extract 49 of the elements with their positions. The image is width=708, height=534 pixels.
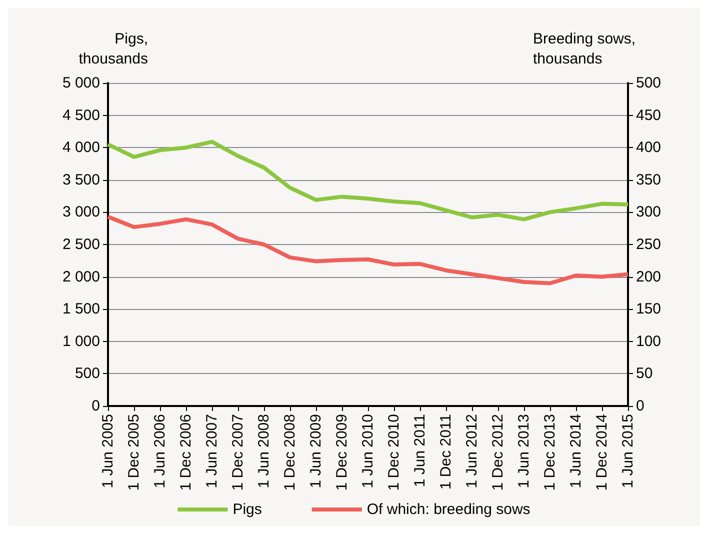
x-tick-label: 1 Dec 2006	[178, 414, 194, 491]
x-tick-label: 1 Jun 2013	[516, 414, 532, 488]
x-tick-label: 1 Jun 2009	[308, 414, 324, 488]
y2-tick-label: 400	[636, 139, 662, 156]
x-tick-label: 1 Jun 2014	[568, 414, 584, 488]
y2-axis-title: Breeding sows, thousands	[533, 30, 636, 68]
x-tick-label: 1 Jun 2007	[204, 414, 220, 488]
y-tick-label: 3 500	[62, 171, 100, 188]
x-tick-label: 1 Dec 2007	[230, 414, 246, 491]
x-tick-label: 1 Dec 2009	[334, 414, 350, 491]
x-tick-label: 1 Dec 2008	[282, 414, 298, 491]
legend-label: Pigs	[232, 501, 262, 518]
x-tick-label: 1 Jun 2012	[464, 414, 480, 488]
y2-tick-label: 150	[636, 300, 662, 318]
x-tick-label: 1 Jun 2010	[360, 414, 376, 488]
y2-tick-label: 250	[636, 236, 662, 253]
x-tick-label: 1 Jun 2011	[412, 414, 428, 488]
y2-tick-label: 450	[636, 106, 662, 124]
line-series	[106, 140, 630, 222]
x-tick-label: 1 Jun 2008	[256, 414, 272, 488]
y2-tick-label: 200	[636, 268, 662, 286]
y-axis-title: Pigs, thousands	[78, 30, 148, 68]
x-tick-label: 1 Jun 2005	[100, 414, 116, 488]
x-tick-label: 1 Dec 2014	[594, 414, 610, 491]
y-tick-label: 4 500	[62, 106, 100, 124]
y-tick-label: 4 000	[62, 139, 100, 156]
y-tick-label: 5 000	[62, 74, 100, 92]
y2-tick-label: 100	[636, 332, 662, 350]
line-series	[106, 214, 630, 286]
x-tick-label: 1 Jun 2006	[152, 414, 168, 488]
y-tick-label: 1 000	[62, 332, 100, 350]
y-tick-label: 0	[92, 398, 100, 414]
y2-tick-label: 300	[636, 204, 662, 221]
y-tick-label: 500	[74, 365, 100, 382]
x-tick-label: 1 Dec 2005	[126, 414, 142, 491]
y2-tick-label: 50	[636, 365, 653, 382]
x-tick-label: 1 Dec 2011	[438, 414, 454, 490]
y2-tick-label: 0	[636, 398, 644, 414]
y-tick-label: 2 500	[62, 236, 100, 253]
x-tick-label: 1 Jun 2015	[620, 414, 636, 488]
x-tick-label: 1 Dec 2012	[490, 414, 506, 491]
y-tick-label: 3 000	[62, 204, 100, 221]
y2-tick-label: 500	[636, 74, 662, 92]
y2-tick-label: 350	[636, 171, 662, 188]
x-tick-label: 1 Dec 2013	[542, 414, 558, 491]
legend-label: Of which: breeding sows	[366, 501, 530, 518]
x-tick-label: 1 Dec 2010	[386, 414, 402, 491]
y-tick-label: 2 000	[62, 268, 100, 286]
y-tick-label: 1 500	[62, 300, 100, 318]
